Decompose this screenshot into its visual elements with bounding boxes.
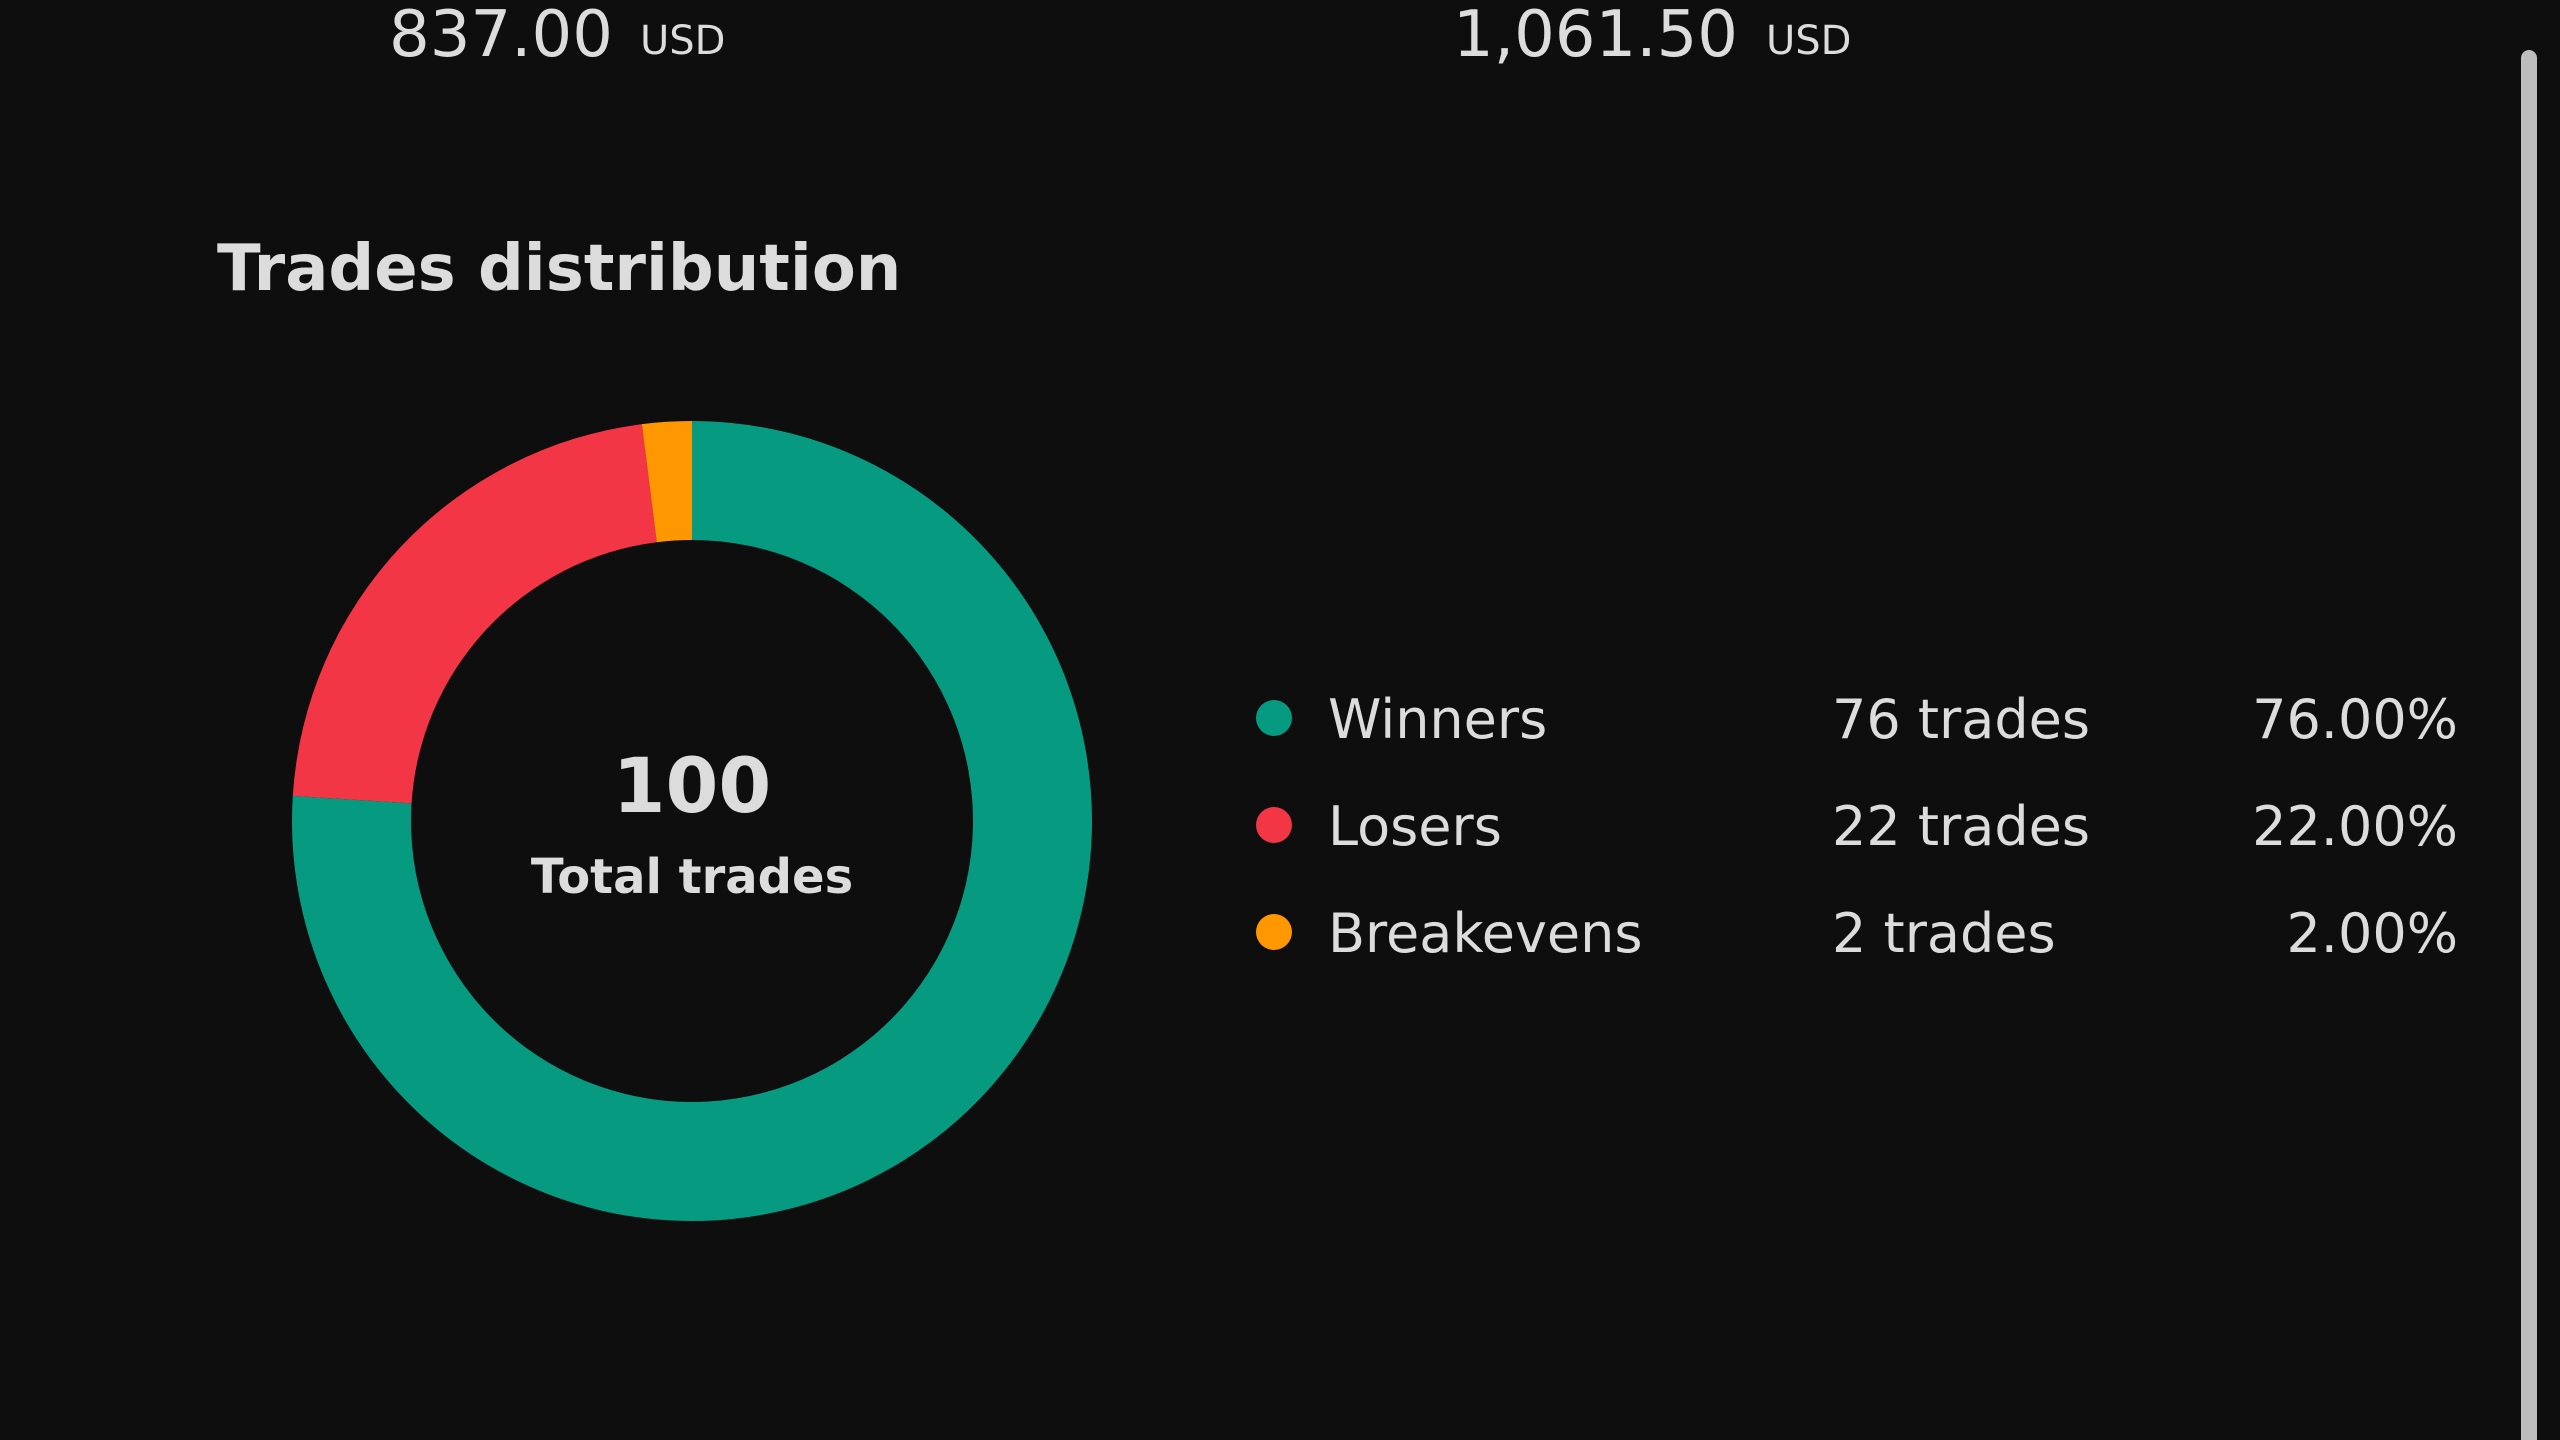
legend-percent: 22.00% [2252,795,2458,858]
legend-dot [1256,807,1292,843]
legend-percent: 76.00% [2252,688,2458,751]
legend-count: 2 trades [1832,902,2056,965]
donut-slice [292,421,1092,1221]
chart-title: Trades distribution [217,232,901,306]
total-label: Total trades [531,849,853,905]
donut-slice [292,424,657,804]
legend-dot [1256,914,1292,950]
stat-unit: USD [640,18,725,64]
donut-slice [641,421,692,543]
legend-count: 22 trades [1832,795,2090,858]
legend-count: 76 trades [1832,688,2090,751]
legend-percent: 2.00% [2286,902,2458,965]
legend-name: Breakevens [1328,902,1642,965]
total-value: 100 [613,741,772,830]
stat-value: 837.00 [389,0,613,72]
stat-value: 1,061.50 [1453,0,1738,72]
stat-unit: USD [1766,18,1851,64]
legend-name: Winners [1328,688,1547,751]
legend-name: Losers [1328,795,1502,858]
scrollbar[interactable] [2521,50,2537,1440]
legend-dot [1256,700,1292,736]
